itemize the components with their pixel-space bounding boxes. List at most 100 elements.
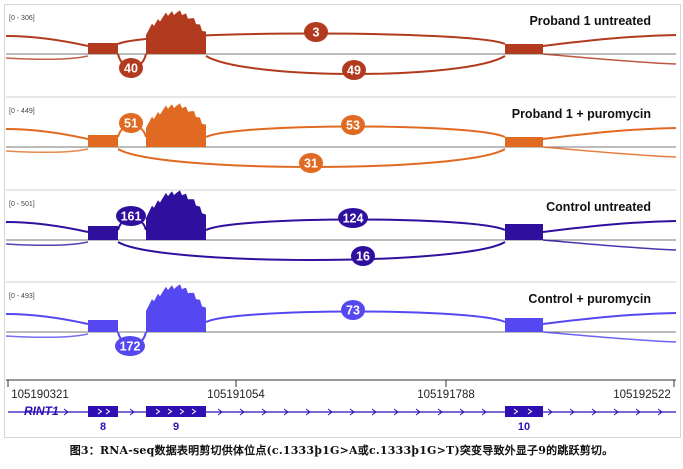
junction-count-label: 172 [120, 340, 141, 354]
exon-8 [88, 406, 118, 417]
range-label: [0 - 306] [9, 15, 35, 22]
exon-coverage [146, 103, 206, 147]
coverage-edge [542, 239, 677, 251]
strand-arrow-icon [239, 408, 245, 416]
exon-number-label: 9 [173, 421, 179, 433]
strand-arrow-icon [415, 408, 421, 416]
exon-number-label: 10 [518, 421, 530, 433]
junction-count-badge [119, 113, 143, 133]
range-label: [0 - 501] [9, 201, 35, 208]
strand-arrow-icon [547, 408, 553, 416]
coverage-edge [5, 128, 89, 140]
strand-arrow-icon [349, 408, 355, 416]
strand-arrow-icon [437, 408, 443, 416]
coverage-edge [5, 148, 89, 154]
coverage-edge [542, 331, 677, 343]
strand-arrow-icon [327, 408, 333, 416]
strand-arrow-icon [63, 408, 69, 416]
gene-name: RINT1 [24, 404, 59, 418]
junction-count-badge [119, 58, 143, 78]
range-label: [0 - 449] [9, 108, 35, 115]
strand-arrow-icon [129, 408, 135, 416]
track-title: Proband 1 + puromycin [512, 107, 651, 121]
strand-arrow-icon [393, 408, 399, 416]
junction-count-badge [115, 336, 145, 356]
strand-arrow-icon [527, 408, 533, 415]
coverage-edge [542, 312, 677, 325]
junction-count-badge [342, 60, 366, 80]
exon-coverage [505, 224, 543, 240]
junction-count-badge [304, 22, 328, 42]
track-title: Control untreated [546, 200, 651, 214]
junction-count-badge [351, 246, 375, 266]
strand-arrow-icon [459, 408, 465, 416]
strand-arrow-icon [261, 408, 267, 416]
coverage-edge [5, 221, 89, 233]
range-label: [0 - 493] [9, 293, 35, 300]
coverage-edge [542, 53, 677, 65]
strand-arrow-icon [513, 408, 519, 415]
exon-9 [146, 406, 206, 417]
axis-tick-label: 105190321 [11, 389, 69, 401]
junction-count-label: 124 [343, 212, 364, 226]
exon-coverage [505, 44, 543, 54]
track-panel: [0 - 493] Control + puromycin 73 172 [5, 281, 677, 356]
junction-count-label: 31 [304, 157, 318, 171]
junction-count-label: 51 [124, 117, 138, 131]
coverage-edge [5, 241, 89, 247]
junction-count-badge [341, 300, 365, 320]
coverage-edge [542, 34, 677, 47]
strand-arrow-icon [481, 408, 487, 416]
strand-arrow-icon [167, 408, 173, 415]
gene-model: RINT1 8 9 10 [8, 404, 676, 433]
junction-count-badge [116, 206, 146, 226]
strand-arrow-icon [283, 408, 289, 416]
exon-10 [505, 406, 543, 417]
exon-coverage [505, 318, 543, 332]
junction-count-label: 49 [347, 64, 361, 78]
coverage-edge [5, 35, 89, 47]
strand-arrow-icon [613, 408, 619, 416]
strand-arrow-icon [217, 408, 223, 416]
coverage-edge [5, 313, 89, 325]
coverage-edge [5, 333, 89, 339]
strand-arrow-icon [305, 408, 311, 416]
track-panel: [0 - 306] Proband 1 untreated 3 49 40 [5, 10, 677, 80]
coverage-edge [542, 146, 677, 158]
strand-arrow-icon [155, 408, 161, 415]
coverage-edge [542, 127, 677, 140]
track-panel: [0 - 449] Proband 1 + puromycin 53 51 31 [5, 96, 677, 173]
axis-tick-label: 105191788 [417, 389, 475, 401]
exon-coverage [88, 135, 118, 147]
exon-coverage [505, 137, 543, 147]
strand-arrow-icon [591, 408, 597, 416]
junction-count-badge [341, 115, 365, 135]
junction-count-label: 16 [356, 250, 370, 264]
track-panel: [0 - 501] Control untreated 124 161 16 [5, 189, 677, 266]
exon-coverage [88, 320, 118, 332]
exon-coverage [146, 10, 206, 55]
strand-arrow-icon [97, 408, 103, 415]
junction-count-label: 161 [121, 210, 142, 224]
strand-arrow-icon [371, 408, 377, 416]
junction-count-badge [338, 208, 368, 228]
axis-tick-label: 105191054 [207, 389, 265, 401]
exon-coverage [146, 190, 206, 240]
exon-number-label: 8 [100, 421, 106, 433]
axis-tick-label: 105192522 [613, 389, 671, 401]
exon-coverage [88, 43, 118, 54]
junction-arc [117, 241, 506, 261]
exon-coverage [146, 284, 206, 332]
track-title: Proband 1 untreated [529, 14, 651, 28]
junction-count-label: 73 [346, 304, 360, 318]
junction-count-badge [299, 153, 323, 173]
junction-count-label: 53 [346, 119, 360, 133]
strand-arrow-icon [105, 408, 111, 415]
strand-arrow-icon [635, 408, 641, 416]
strand-arrows [63, 408, 663, 416]
strand-arrow-icon [657, 408, 663, 416]
track-group: [0 - 306] Proband 1 untreated 3 49 40 [0 - 44… [5, 10, 677, 356]
strand-arrow-icon [191, 408, 197, 415]
strand-arrow-icon [179, 408, 185, 415]
